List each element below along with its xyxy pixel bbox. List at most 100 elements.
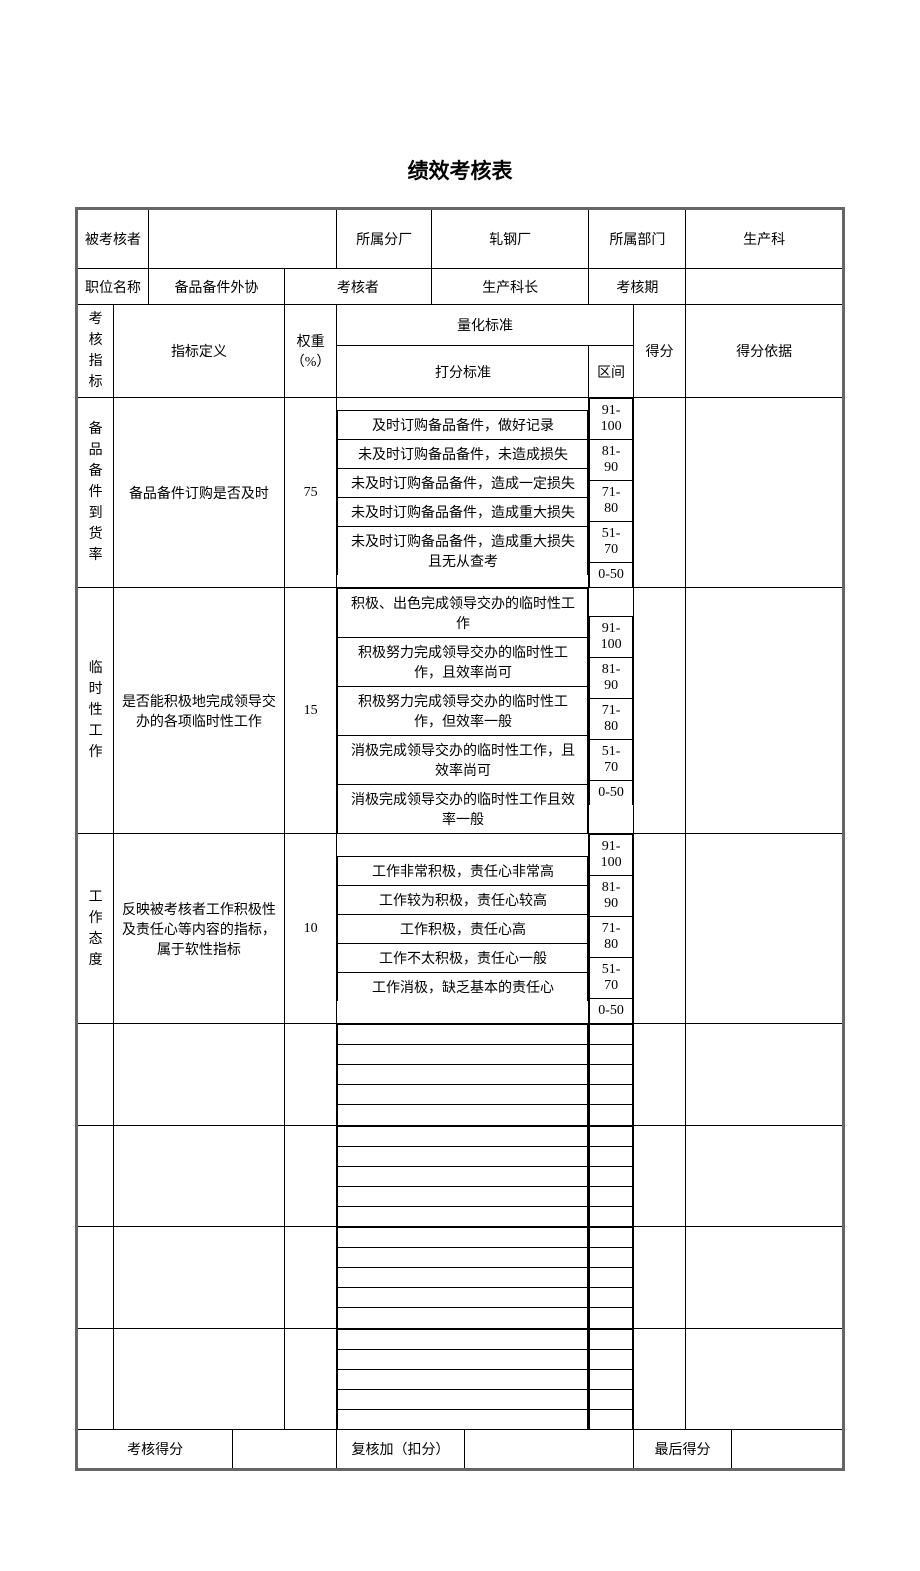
criteria-line [338,1288,588,1308]
criteria-line [338,1228,588,1248]
col-score: 得分 [633,305,686,398]
criteria-line: 积极努力完成领导交办的临时性工作，且效率尚可 [338,638,588,687]
period-label: 考核期 [589,269,686,305]
metric-name: 临时性工作 [77,588,114,834]
col-scoring-std: 打分标准 [337,346,589,398]
criteria-line [338,1206,588,1226]
metric-basis [686,398,844,588]
empty-metric-name [77,1125,114,1227]
criteria-line [590,1248,632,1268]
criteria-line [590,1186,632,1206]
metric-definition: 是否能积极地完成领导交办的各项临时性工作 [114,588,285,834]
metric-criteria: 工作非常积极，责任心非常高工作较为积极，责任心较高工作积极，责任心高工作不太积极… [337,834,589,1024]
empty-basis [686,1227,844,1329]
criteria-line: 51-70 [590,522,632,563]
col-range: 区间 [589,346,633,398]
criteria-line [338,1025,588,1045]
empty-basis [686,1125,844,1227]
criteria-line: 51-70 [590,958,632,999]
criteria-line [338,1085,588,1105]
empty-metric-weight [284,1125,337,1227]
empty-metric-definition [114,1227,285,1329]
criteria-line [338,1065,588,1085]
assessee-value [149,209,337,269]
footer-final-value [732,1430,844,1470]
footer-adjust-label: 复核加（扣分） [337,1430,464,1470]
empty-metric-name [77,1328,114,1430]
col-indicator: 考核指标 [77,305,114,398]
criteria-line [338,1045,588,1065]
criteria-line [590,1228,632,1248]
criteria-line [338,1146,588,1166]
empty-ranges [589,1328,633,1430]
criteria-line [590,1166,632,1186]
criteria-line [338,1105,588,1125]
criteria-line [338,1166,588,1186]
criteria-line: 未及时订购备品备件，造成重大损失且无从查考 [338,527,588,576]
metric-definition: 反映被考核者工作积极性及责任心等内容的指标，属于软性指标 [114,834,285,1024]
criteria-line: 工作非常积极，责任心非常高 [338,857,588,886]
criteria-line: 工作积极，责任心高 [338,915,588,944]
criteria-line: 91-100 [590,399,632,440]
metric-criteria: 积极、出色完成领导交办的临时性工作积极努力完成领导交办的临时性工作，且效率尚可积… [337,588,589,834]
assessee-label: 被考核者 [77,209,149,269]
criteria-line [590,1329,632,1349]
metric-name: 备品备件到货率 [77,398,114,588]
empty-criteria [337,1125,589,1227]
metric-ranges: 91-10081-9071-8051-700-50 [589,588,633,834]
criteria-line: 0-50 [590,563,632,588]
empty-metric-definition [114,1125,285,1227]
criteria-line: 71-80 [590,699,632,740]
assessor-label: 考核者 [284,269,431,305]
criteria-line [338,1268,588,1288]
criteria-line [338,1329,588,1349]
criteria-line: 积极努力完成领导交办的临时性工作，但效率一般 [338,687,588,736]
empty-basis [686,1024,844,1126]
criteria-line: 81-90 [590,876,632,917]
col-weight: 权重（%） [284,305,337,398]
empty-score [633,1125,686,1227]
criteria-line: 积极、出色完成领导交办的临时性工作 [338,589,588,638]
criteria-line [590,1349,632,1369]
period-value [686,269,844,305]
empty-metric-weight [284,1024,337,1126]
criteria-line [590,1389,632,1409]
criteria-line: 未及时订购备品备件，造成一定损失 [338,469,588,498]
criteria-line: 及时订购备品备件，做好记录 [338,411,588,440]
metric-score [633,834,686,1024]
criteria-line: 未及时订购备品备件，未造成损失 [338,440,588,469]
metric-weight: 10 [284,834,337,1024]
assessment-table: 被考核者 所属分厂 轧钢厂 所属部门 生产科 职位名称 备品备件外协 考核者 生… [75,207,845,1471]
dept-value: 生产科 [686,209,844,269]
criteria-line [590,1105,632,1125]
criteria-line: 91-100 [590,835,632,876]
criteria-line: 0-50 [590,781,632,806]
empty-score [633,1024,686,1126]
criteria-line: 工作消极，缺乏基本的责任心 [338,973,588,1002]
footer-score-label: 考核得分 [77,1430,233,1470]
criteria-line: 81-90 [590,658,632,699]
criteria-line [590,1308,632,1328]
criteria-line: 71-80 [590,481,632,522]
metric-weight: 75 [284,398,337,588]
footer-score-value [233,1430,337,1470]
footer-adjust-value [464,1430,633,1470]
empty-basis [686,1328,844,1430]
empty-criteria [337,1328,589,1430]
criteria-line: 工作不太积极，责任心一般 [338,944,588,973]
criteria-line [590,1268,632,1288]
metric-basis [686,588,844,834]
criteria-line [590,1369,632,1389]
empty-metric-name [77,1024,114,1126]
criteria-line [338,1409,588,1429]
dept-label: 所属部门 [589,209,686,269]
criteria-line: 消极完成领导交办的临时性工作，且效率尚可 [338,736,588,785]
metric-criteria: 及时订购备品备件，做好记录未及时订购备品备件，未造成损失未及时订购备品备件，造成… [337,398,589,588]
criteria-line [590,1126,632,1146]
branch-label: 所属分厂 [337,209,431,269]
criteria-line: 71-80 [590,917,632,958]
empty-criteria [337,1227,589,1329]
empty-score [633,1328,686,1430]
criteria-line [338,1248,588,1268]
criteria-line: 工作较为积极，责任心较高 [338,886,588,915]
